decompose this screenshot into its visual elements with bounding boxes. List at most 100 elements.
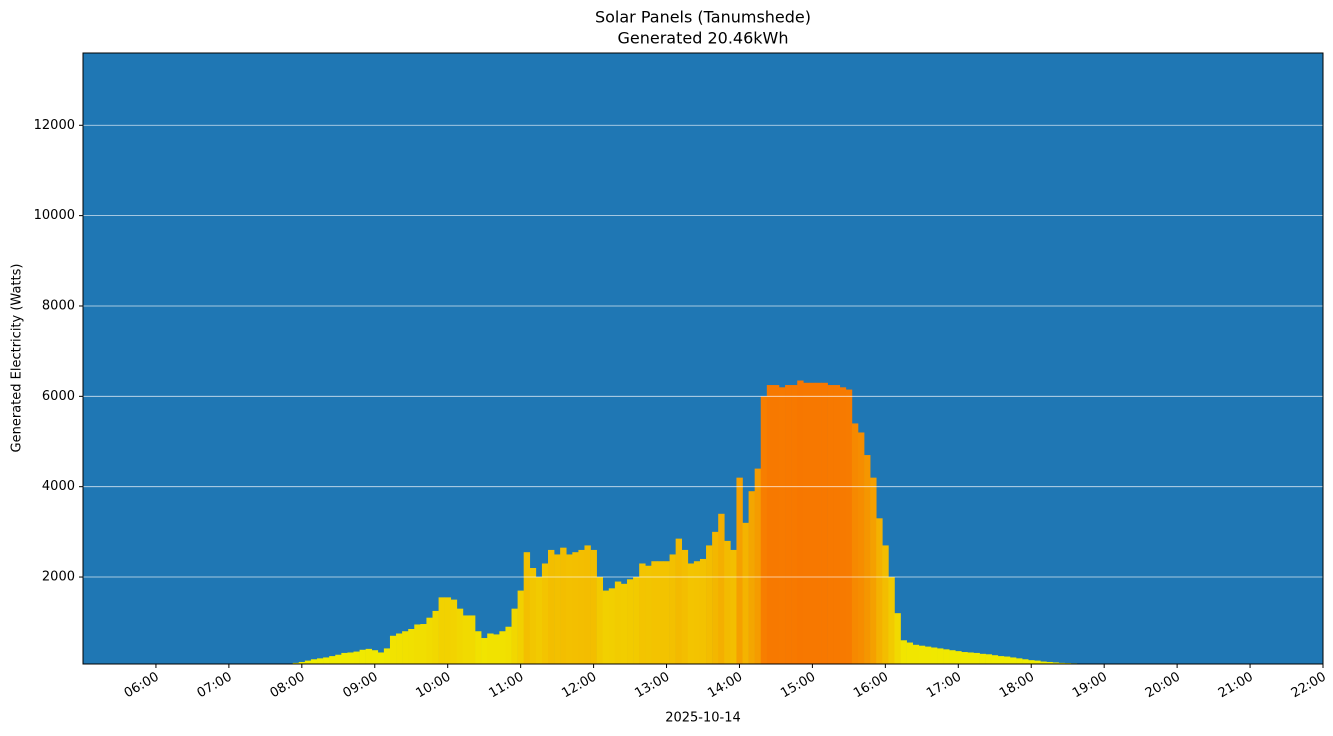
- bar: [590, 549, 597, 664]
- bar: [323, 657, 330, 664]
- bar: [517, 590, 524, 664]
- bar: [317, 658, 324, 664]
- bar: [766, 385, 774, 664]
- x-tick-label: 07:00: [195, 670, 235, 702]
- bar: [481, 638, 488, 664]
- bar: [930, 647, 938, 664]
- bar: [772, 385, 780, 664]
- bar: [967, 652, 974, 664]
- y-tick-label: 4000: [42, 479, 75, 494]
- bar: [1040, 661, 1047, 664]
- bar: [487, 633, 494, 664]
- bar: [718, 513, 725, 664]
- bar: [523, 552, 531, 664]
- bar: [912, 644, 920, 664]
- bar: [493, 634, 500, 664]
- bar: [815, 382, 822, 664]
- bar: [797, 380, 804, 664]
- bar: [1003, 656, 1011, 664]
- bar: [365, 648, 373, 664]
- x-tick-label: 06:00: [122, 670, 162, 702]
- bar: [566, 554, 573, 664]
- bar: [699, 558, 707, 664]
- chart-subtitle: Generated 20.46kWh: [618, 29, 789, 48]
- bar: [657, 561, 664, 664]
- bar: [894, 613, 901, 664]
- bar: [973, 652, 980, 664]
- bar: [1046, 661, 1053, 664]
- bar: [961, 652, 968, 664]
- bar: [462, 615, 470, 664]
- bar: [359, 649, 366, 664]
- bar: [468, 615, 476, 664]
- bar: [335, 654, 342, 664]
- x-tick-label: 17:00: [924, 670, 964, 702]
- bar: [693, 561, 701, 664]
- bar: [505, 626, 512, 664]
- bar: [578, 549, 585, 664]
- bar: [712, 531, 719, 664]
- bar: [608, 588, 616, 664]
- x-tick-label: 20:00: [1143, 670, 1183, 702]
- bar: [383, 648, 391, 664]
- bar: [736, 477, 743, 664]
- bar: [943, 649, 950, 664]
- bar: [681, 549, 689, 664]
- bar: [1022, 659, 1029, 664]
- bar: [432, 610, 439, 664]
- bar: [377, 652, 385, 664]
- bar: [614, 581, 622, 664]
- bar: [341, 652, 348, 664]
- bar: [560, 547, 567, 664]
- x-tick-label: 12:00: [559, 670, 599, 702]
- bar: [420, 624, 427, 664]
- x-tick-label: 21:00: [1216, 670, 1256, 702]
- bar: [882, 545, 889, 664]
- y-tick-label: 8000: [42, 298, 75, 313]
- bar: [353, 651, 360, 664]
- bar: [949, 650, 956, 664]
- bar: [754, 468, 762, 664]
- bar: [821, 382, 828, 664]
- bar: [827, 385, 834, 664]
- bar: [408, 628, 415, 664]
- bar: [724, 540, 731, 664]
- x-tick-label: 18:00: [997, 670, 1037, 702]
- bar: [706, 545, 713, 664]
- bar: [876, 518, 883, 664]
- bar: [651, 561, 658, 664]
- bar: [918, 645, 926, 664]
- x-tick-label: 08:00: [268, 670, 308, 702]
- bar: [803, 382, 810, 664]
- bar: [584, 545, 591, 664]
- bar: [535, 577, 543, 664]
- bar: [450, 599, 458, 664]
- bar: [900, 640, 907, 664]
- bar: [396, 633, 403, 664]
- bar: [845, 389, 853, 664]
- bar: [742, 522, 749, 664]
- bar: [456, 608, 464, 664]
- bar: [292, 662, 300, 664]
- bar: [778, 387, 786, 664]
- bar: [924, 646, 932, 664]
- bar: [979, 653, 986, 664]
- bar: [475, 631, 482, 664]
- bar: [511, 608, 518, 664]
- x-tick-label: 19:00: [1070, 670, 1110, 702]
- bar: [1034, 660, 1041, 664]
- bar: [389, 635, 397, 664]
- bar: [669, 554, 676, 664]
- x-tick-label: 22:00: [1289, 670, 1329, 702]
- x-tick-label: 11:00: [486, 670, 526, 702]
- bar: [870, 477, 877, 664]
- bar: [675, 538, 683, 664]
- bar: [541, 563, 549, 664]
- bar: [554, 554, 561, 664]
- bar: [991, 655, 999, 664]
- x-tick-label: 14:00: [705, 670, 745, 702]
- x-tick-label: 09:00: [341, 670, 381, 702]
- bar: [438, 597, 445, 664]
- bar: [529, 568, 537, 664]
